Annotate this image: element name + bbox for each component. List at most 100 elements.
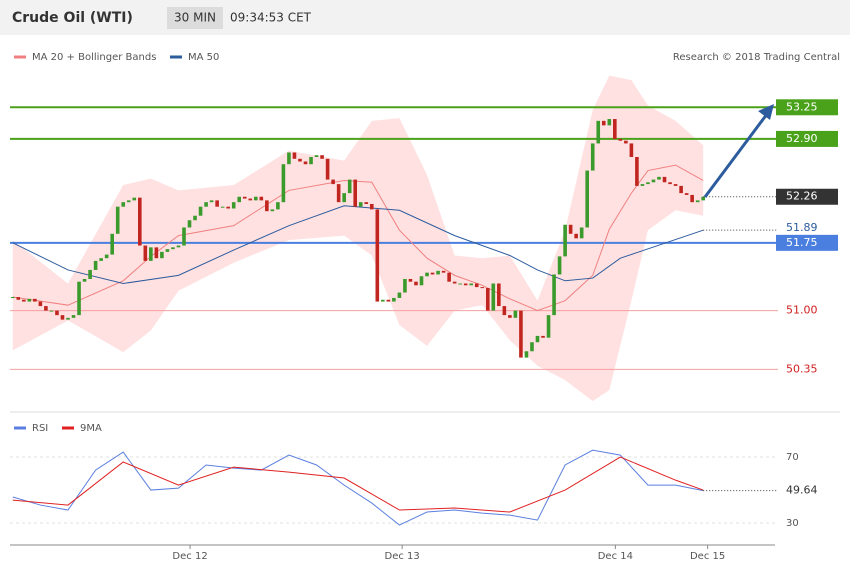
candle xyxy=(491,283,496,311)
candle xyxy=(220,206,225,208)
candle xyxy=(701,196,705,201)
candle xyxy=(436,270,440,275)
candle xyxy=(563,224,567,257)
candle xyxy=(198,206,203,216)
candle xyxy=(679,185,683,194)
candle xyxy=(397,292,402,298)
y-tick-label: 30 xyxy=(786,518,799,529)
candle xyxy=(242,196,247,199)
candle xyxy=(508,315,512,318)
candle xyxy=(613,119,617,139)
candle xyxy=(430,272,435,275)
candle xyxy=(231,202,236,209)
candle xyxy=(579,227,584,239)
candle xyxy=(596,120,601,144)
candle xyxy=(132,197,137,201)
candle xyxy=(265,200,269,212)
candle xyxy=(381,299,385,302)
ma50-label: 51.89 xyxy=(786,221,818,234)
legend-label: 9MA xyxy=(80,423,102,434)
candle xyxy=(298,158,302,162)
candle xyxy=(419,276,424,286)
candle xyxy=(309,156,313,165)
candle xyxy=(93,260,98,270)
candle xyxy=(635,156,639,186)
candle xyxy=(585,170,590,228)
candle xyxy=(414,281,418,286)
timeframe-box xyxy=(167,7,223,29)
level-label: 52.90 xyxy=(786,132,818,145)
candle xyxy=(182,227,186,246)
candle xyxy=(66,317,70,320)
candle xyxy=(22,299,26,302)
candle xyxy=(10,297,15,299)
candle xyxy=(640,184,645,186)
legend-label: MA 20 + Bollinger Bands xyxy=(32,52,156,63)
ma-line xyxy=(12,205,704,285)
candle xyxy=(358,202,363,207)
candle xyxy=(99,258,103,261)
candle xyxy=(281,164,286,203)
candle xyxy=(353,179,358,207)
candle xyxy=(552,274,556,316)
level-label: 53.25 xyxy=(786,100,818,113)
legend-label: RSI xyxy=(32,423,48,434)
candle xyxy=(126,200,131,203)
candle xyxy=(546,315,551,338)
candle xyxy=(590,143,595,171)
price-label: 52.26 xyxy=(786,190,818,203)
candle xyxy=(695,200,700,203)
candle xyxy=(651,179,656,183)
candle xyxy=(292,152,297,159)
candle xyxy=(171,247,175,250)
candle xyxy=(497,283,501,307)
rsi-value-label: 49.64 xyxy=(786,484,818,497)
candle xyxy=(673,184,678,186)
candle xyxy=(485,288,490,311)
candle xyxy=(662,176,667,183)
candle xyxy=(49,310,54,312)
candle xyxy=(690,194,694,203)
candle xyxy=(165,249,170,252)
candle xyxy=(259,196,264,201)
candle xyxy=(270,209,275,212)
x-tick-label: Dec 13 xyxy=(385,551,420,562)
candle xyxy=(447,272,451,282)
candle xyxy=(276,202,280,210)
candle xyxy=(187,220,192,228)
candle xyxy=(684,193,689,195)
candle xyxy=(149,247,153,261)
candle xyxy=(386,299,391,302)
y-tick-label: 70 xyxy=(786,452,799,463)
candle xyxy=(469,283,474,286)
candle xyxy=(375,209,380,302)
candle xyxy=(226,206,230,209)
candle xyxy=(314,155,319,157)
candle xyxy=(110,233,114,255)
candle xyxy=(519,310,523,358)
candle xyxy=(104,254,109,259)
level-label-box xyxy=(776,99,838,116)
price-box xyxy=(776,188,838,205)
forecast-arrow xyxy=(703,109,772,198)
level-label: 50.35 xyxy=(786,362,818,375)
candle xyxy=(193,215,197,221)
candle xyxy=(618,138,623,141)
candle xyxy=(668,182,672,185)
candle xyxy=(342,193,346,203)
candle xyxy=(331,179,335,185)
candle xyxy=(347,179,352,194)
x-tick-label: Dec 15 xyxy=(690,551,725,562)
candle xyxy=(657,176,661,180)
candle xyxy=(392,297,396,302)
timeframe: 30 MIN xyxy=(174,11,216,25)
candle xyxy=(646,182,650,185)
x-tick-label: Dec 12 xyxy=(172,551,207,562)
candle xyxy=(209,200,214,203)
candle xyxy=(502,306,507,316)
candle xyxy=(624,140,628,144)
candle xyxy=(452,281,457,284)
candle xyxy=(60,315,65,320)
